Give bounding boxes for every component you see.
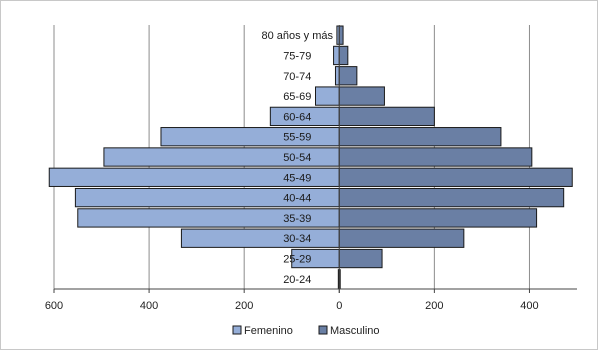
x-tick-label: 400 — [520, 300, 538, 312]
legend-swatch — [232, 325, 242, 335]
category-label: 75-79 — [283, 50, 311, 62]
bar-masculino — [338, 167, 573, 187]
category-label: 30-34 — [283, 233, 311, 245]
bar-masculino — [338, 25, 344, 45]
legend-label: Femenino — [244, 325, 293, 337]
x-tick-label: 200 — [235, 300, 253, 312]
category-label: 55-59 — [283, 132, 311, 144]
bar-masculino — [338, 187, 565, 208]
category-label: 40-44 — [283, 193, 311, 205]
bar-masculino — [338, 147, 533, 167]
bar-masculino — [338, 66, 358, 86]
category-label: 45-49 — [283, 172, 311, 184]
category-label: 35-39 — [283, 213, 311, 225]
category-label: 65-69 — [283, 91, 311, 103]
bar-masculino — [338, 106, 435, 127]
bar-femenino — [160, 127, 340, 147]
x-tick-label: 0 — [336, 300, 342, 312]
x-tick-label: 600 — [45, 300, 63, 312]
bar-masculino — [338, 45, 349, 66]
bar-masculino — [338, 127, 502, 147]
bar-femenino — [315, 86, 340, 106]
legend-label: Masculino — [330, 325, 380, 337]
labels-layer: 20-24 25-29 30-34 35-39 40-44 45-49 50-54 55-59… — [261, 30, 333, 286]
bar-femenino — [180, 228, 340, 248]
bar-femenino — [334, 66, 340, 86]
category-label: 70-74 — [283, 71, 311, 83]
bar-masculino — [338, 228, 465, 248]
category-label: 25-29 — [283, 254, 311, 266]
category-label: 50-54 — [283, 152, 311, 164]
bar-masculino — [338, 248, 383, 269]
x-tick-label: 200 — [425, 300, 443, 312]
bar-masculino — [338, 86, 385, 106]
chart-svg: 600 400 200 0 200 400 20-24 25-29 30-34 35-39 40-… — [45, 25, 577, 337]
bar-masculino — [338, 208, 538, 228]
category-label: 20-24 — [283, 274, 311, 286]
legend-swatch — [318, 325, 328, 335]
axis-layer: 600 400 200 0 200 400 — [45, 25, 577, 312]
category-label: 80 años y más — [261, 30, 333, 42]
category-label: 60-64 — [283, 111, 311, 123]
x-tick-label: 400 — [140, 300, 158, 312]
bars-layer — [48, 25, 573, 289]
bar-femenino — [333, 45, 340, 66]
legend-layer: Femenino Masculino — [232, 325, 380, 337]
